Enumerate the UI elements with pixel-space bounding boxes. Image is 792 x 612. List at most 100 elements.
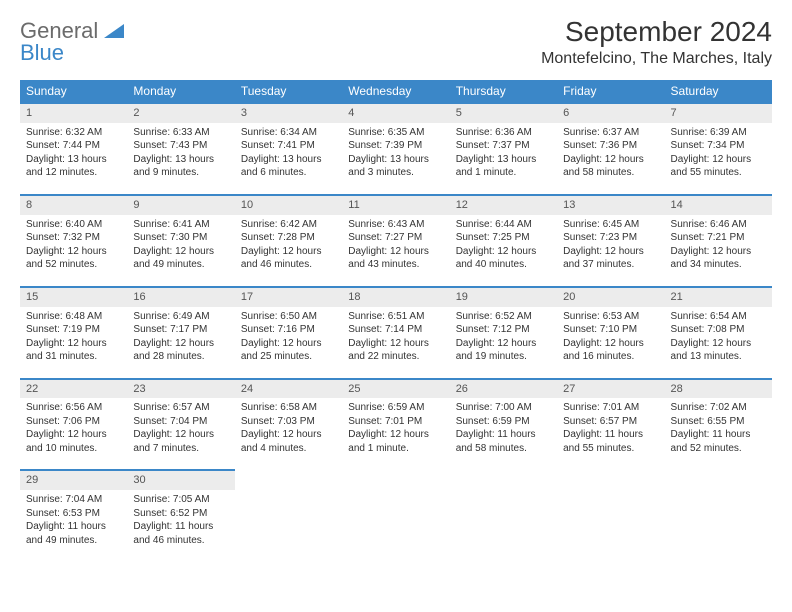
sunset-text: Sunset: 7:17 PM xyxy=(133,323,228,337)
page-title: September 2024 xyxy=(541,16,772,48)
weekday-header: Wednesday xyxy=(342,80,449,103)
daylight-text: Daylight: 13 hours and 12 minutes. xyxy=(26,153,121,180)
day-number-cell: 2 xyxy=(127,103,234,123)
sunrise-text: Sunrise: 6:43 AM xyxy=(348,218,443,232)
sunrise-text: Sunrise: 6:56 AM xyxy=(26,401,121,415)
daylight-text: Daylight: 11 hours and 58 minutes. xyxy=(456,428,551,455)
daylight-text: Daylight: 11 hours and 52 minutes. xyxy=(671,428,766,455)
sunset-text: Sunset: 7:27 PM xyxy=(348,231,443,245)
daynum-row: 15161718192021 xyxy=(20,287,772,307)
weekday-header: Thursday xyxy=(450,80,557,103)
day-number-cell: 19 xyxy=(450,287,557,307)
day-number-cell xyxy=(235,470,342,490)
triangle-icon xyxy=(104,24,124,38)
day-number-cell: 9 xyxy=(127,195,234,215)
daylight-text: Daylight: 12 hours and 13 minutes. xyxy=(671,337,766,364)
day-content-cell: Sunrise: 6:32 AMSunset: 7:44 PMDaylight:… xyxy=(20,123,127,195)
daylight-text: Daylight: 12 hours and 49 minutes. xyxy=(133,245,228,272)
sunset-text: Sunset: 7:28 PM xyxy=(241,231,336,245)
logo: General Blue xyxy=(20,16,124,64)
sunrise-text: Sunrise: 6:35 AM xyxy=(348,126,443,140)
day-content-cell: Sunrise: 6:49 AMSunset: 7:17 PMDaylight:… xyxy=(127,307,234,379)
day-content-cell: Sunrise: 7:04 AMSunset: 6:53 PMDaylight:… xyxy=(20,490,127,562)
sunrise-text: Sunrise: 7:05 AM xyxy=(133,493,228,507)
sunset-text: Sunset: 7:41 PM xyxy=(241,139,336,153)
day-content-cell: Sunrise: 6:53 AMSunset: 7:10 PMDaylight:… xyxy=(557,307,664,379)
day-content-cell: Sunrise: 7:01 AMSunset: 6:57 PMDaylight:… xyxy=(557,398,664,470)
daylight-text: Daylight: 12 hours and 52 minutes. xyxy=(26,245,121,272)
weekday-header-row: SundayMondayTuesdayWednesdayThursdayFrid… xyxy=(20,80,772,103)
sunrise-text: Sunrise: 6:49 AM xyxy=(133,310,228,324)
daylight-text: Daylight: 12 hours and 43 minutes. xyxy=(348,245,443,272)
day-number-cell: 21 xyxy=(665,287,772,307)
logo-text: General Blue xyxy=(20,20,124,64)
sunrise-text: Sunrise: 6:59 AM xyxy=(348,401,443,415)
sunrise-text: Sunrise: 7:04 AM xyxy=(26,493,121,507)
day-content-cell xyxy=(665,490,772,562)
content-row: Sunrise: 7:04 AMSunset: 6:53 PMDaylight:… xyxy=(20,490,772,562)
day-content-cell: Sunrise: 6:54 AMSunset: 7:08 PMDaylight:… xyxy=(665,307,772,379)
daylight-text: Daylight: 12 hours and 22 minutes. xyxy=(348,337,443,364)
daylight-text: Daylight: 11 hours and 55 minutes. xyxy=(563,428,658,455)
sunrise-text: Sunrise: 6:51 AM xyxy=(348,310,443,324)
daynum-row: 1234567 xyxy=(20,103,772,123)
day-number-cell xyxy=(342,470,449,490)
sunrise-text: Sunrise: 6:33 AM xyxy=(133,126,228,140)
day-content-cell: Sunrise: 6:59 AMSunset: 7:01 PMDaylight:… xyxy=(342,398,449,470)
sunset-text: Sunset: 7:03 PM xyxy=(241,415,336,429)
page-subtitle: Montefelcino, The Marches, Italy xyxy=(541,50,772,68)
day-number-cell: 15 xyxy=(20,287,127,307)
sunrise-text: Sunrise: 6:50 AM xyxy=(241,310,336,324)
daylight-text: Daylight: 12 hours and 31 minutes. xyxy=(26,337,121,364)
day-content-cell: Sunrise: 6:36 AMSunset: 7:37 PMDaylight:… xyxy=(450,123,557,195)
sunset-text: Sunset: 7:19 PM xyxy=(26,323,121,337)
sunrise-text: Sunrise: 7:00 AM xyxy=(456,401,551,415)
sunset-text: Sunset: 7:08 PM xyxy=(671,323,766,337)
day-content-cell: Sunrise: 6:39 AMSunset: 7:34 PMDaylight:… xyxy=(665,123,772,195)
daylight-text: Daylight: 12 hours and 4 minutes. xyxy=(241,428,336,455)
sunrise-text: Sunrise: 6:58 AM xyxy=(241,401,336,415)
day-number-cell: 4 xyxy=(342,103,449,123)
day-number-cell: 18 xyxy=(342,287,449,307)
daylight-text: Daylight: 11 hours and 46 minutes. xyxy=(133,520,228,547)
sunrise-text: Sunrise: 6:53 AM xyxy=(563,310,658,324)
weekday-header: Monday xyxy=(127,80,234,103)
day-content-cell: Sunrise: 6:50 AMSunset: 7:16 PMDaylight:… xyxy=(235,307,342,379)
day-content-cell xyxy=(450,490,557,562)
daylight-text: Daylight: 12 hours and 28 minutes. xyxy=(133,337,228,364)
sunrise-text: Sunrise: 6:36 AM xyxy=(456,126,551,140)
sunset-text: Sunset: 6:52 PM xyxy=(133,507,228,521)
sunrise-text: Sunrise: 6:37 AM xyxy=(563,126,658,140)
sunset-text: Sunset: 6:59 PM xyxy=(456,415,551,429)
day-number-cell xyxy=(450,470,557,490)
day-number-cell: 7 xyxy=(665,103,772,123)
title-block: September 2024 Montefelcino, The Marches… xyxy=(541,16,772,68)
calendar-table: SundayMondayTuesdayWednesdayThursdayFrid… xyxy=(20,80,772,562)
day-content-cell: Sunrise: 6:57 AMSunset: 7:04 PMDaylight:… xyxy=(127,398,234,470)
sunrise-text: Sunrise: 6:39 AM xyxy=(671,126,766,140)
sunset-text: Sunset: 6:53 PM xyxy=(26,507,121,521)
day-number-cell: 8 xyxy=(20,195,127,215)
daylight-text: Daylight: 12 hours and 7 minutes. xyxy=(133,428,228,455)
day-content-cell: Sunrise: 6:56 AMSunset: 7:06 PMDaylight:… xyxy=(20,398,127,470)
day-number-cell: 12 xyxy=(450,195,557,215)
sunset-text: Sunset: 7:16 PM xyxy=(241,323,336,337)
day-content-cell xyxy=(557,490,664,562)
sunrise-text: Sunrise: 6:42 AM xyxy=(241,218,336,232)
sunrise-text: Sunrise: 7:01 AM xyxy=(563,401,658,415)
sunset-text: Sunset: 7:44 PM xyxy=(26,139,121,153)
daylight-text: Daylight: 11 hours and 49 minutes. xyxy=(26,520,121,547)
day-content-cell: Sunrise: 6:46 AMSunset: 7:21 PMDaylight:… xyxy=(665,215,772,287)
day-number-cell: 10 xyxy=(235,195,342,215)
content-row: Sunrise: 6:32 AMSunset: 7:44 PMDaylight:… xyxy=(20,123,772,195)
day-number-cell: 22 xyxy=(20,379,127,399)
sunrise-text: Sunrise: 6:48 AM xyxy=(26,310,121,324)
day-number-cell xyxy=(665,470,772,490)
daylight-text: Daylight: 12 hours and 19 minutes. xyxy=(456,337,551,364)
daylight-text: Daylight: 13 hours and 1 minute. xyxy=(456,153,551,180)
sunset-text: Sunset: 7:21 PM xyxy=(671,231,766,245)
sunset-text: Sunset: 7:39 PM xyxy=(348,139,443,153)
day-number-cell: 30 xyxy=(127,470,234,490)
day-number-cell: 20 xyxy=(557,287,664,307)
daylight-text: Daylight: 12 hours and 16 minutes. xyxy=(563,337,658,364)
